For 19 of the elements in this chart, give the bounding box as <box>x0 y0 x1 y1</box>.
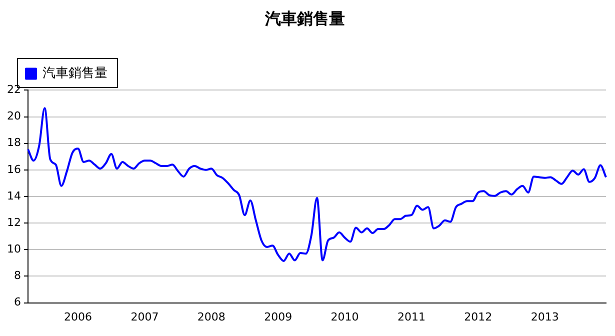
y-tick-label: 20 <box>6 110 21 123</box>
y-tick-label: 14 <box>6 189 21 202</box>
line-series <box>26 107 607 262</box>
y-tick-label: 18 <box>6 136 21 150</box>
y-tick-label: 6 <box>14 296 21 309</box>
x-tick-label: 2007 <box>130 310 159 324</box>
y-tick-label: 12 <box>6 216 21 229</box>
y-tick-label: 16 <box>6 162 21 176</box>
x-tick-label: 2008 <box>197 310 226 324</box>
y-tick-label: 10 <box>6 242 21 256</box>
y-tick-label: 8 <box>14 269 21 282</box>
x-tick-label: 2010 <box>330 310 359 324</box>
x-tick-label: 2009 <box>264 310 292 324</box>
x-tick-label: 2012 <box>464 310 492 324</box>
x-tick-label: 2011 <box>397 310 426 324</box>
x-tick-label: 2006 <box>64 310 92 324</box>
legend-label: 汽車銷售量 <box>42 66 108 82</box>
chart-title: 汽車銷售量 <box>264 8 345 28</box>
x-tick-label: 2013 <box>530 310 559 324</box>
